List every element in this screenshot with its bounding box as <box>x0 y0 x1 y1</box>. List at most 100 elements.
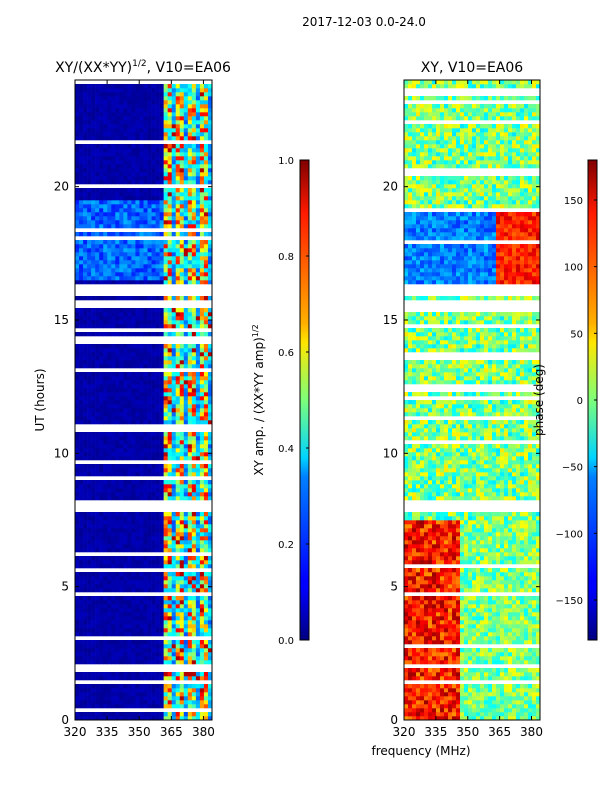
heatmap-cell <box>175 416 181 421</box>
heatmap-cell <box>155 452 160 457</box>
heatmap-cell <box>163 164 168 169</box>
heatmap-cell <box>416 712 421 717</box>
heatmap-cell <box>163 176 168 181</box>
heatmap-cell <box>203 344 209 349</box>
heatmap-cell <box>159 208 164 213</box>
heatmap-cell <box>143 204 148 209</box>
heatmap-cell <box>428 692 433 697</box>
heatmap-cell <box>107 212 112 217</box>
heatmap-cell <box>151 464 156 469</box>
heatmap-cell <box>492 712 497 717</box>
heatmap-cell <box>119 660 124 665</box>
heatmap-cell <box>207 192 213 197</box>
heatmap-cell <box>171 364 177 369</box>
heatmap-cell <box>175 548 181 553</box>
heatmap-cell <box>123 520 128 525</box>
heatmap-cell <box>79 480 84 485</box>
heatmap-cell <box>171 576 177 581</box>
heatmap-cell <box>191 344 197 349</box>
heatmap-cell <box>111 456 116 461</box>
heatmap-cell <box>167 388 173 393</box>
heatmap-cell <box>183 480 189 485</box>
heatmap-cell <box>143 544 148 549</box>
heatmap-cell <box>163 248 168 253</box>
heatmap-cell <box>115 528 120 533</box>
heatmap-cell <box>131 256 136 261</box>
heatmap-cell <box>159 248 164 253</box>
heatmap-cell <box>195 168 201 173</box>
heatmap-cell <box>83 652 88 657</box>
heatmap-cell <box>87 404 92 409</box>
heatmap-cell <box>99 388 104 393</box>
heatmap-cell <box>103 484 108 489</box>
heatmap-cell <box>155 196 160 201</box>
heatmap-cell <box>191 144 197 149</box>
heatmap-cell <box>83 380 88 385</box>
heatmap-cell <box>175 536 181 541</box>
heatmap-cell <box>183 420 189 425</box>
heatmap-cell <box>428 696 433 701</box>
heatmap-cell <box>151 260 156 265</box>
heatmap-cell <box>183 452 189 457</box>
heatmap-cell <box>195 624 201 629</box>
heatmap-cell <box>123 348 128 353</box>
heatmap-cell <box>155 148 160 153</box>
heatmap-cell <box>127 100 132 105</box>
heatmap-cell <box>151 208 156 213</box>
heatmap-cell <box>115 712 120 717</box>
heatmap-cell <box>131 260 136 265</box>
heatmap-cell <box>95 436 100 441</box>
heatmap-cell <box>135 88 140 93</box>
heatmap-cell <box>127 208 132 213</box>
heatmap-cell <box>115 432 120 437</box>
heatmap-cell <box>167 648 173 653</box>
heatmap-cell <box>203 84 209 89</box>
heatmap-cell <box>103 512 108 517</box>
heatmap-cell <box>123 536 128 541</box>
heatmap-cell <box>123 296 128 301</box>
heatmap-cell <box>119 172 124 177</box>
heatmap-cell <box>127 528 132 533</box>
heatmap-cell <box>187 572 193 577</box>
heatmap-cell <box>91 712 96 717</box>
heatmap-cell <box>111 588 116 593</box>
heatmap-cell <box>147 672 152 677</box>
heatmap-cell <box>103 96 108 101</box>
heatmap-cell <box>159 624 164 629</box>
heatmap-cell <box>408 712 413 717</box>
heatmap-cell <box>131 272 136 277</box>
heatmap-cell <box>79 156 84 161</box>
heatmap-cell <box>187 544 193 549</box>
heatmap-cell <box>468 712 473 717</box>
heatmap-cell <box>179 436 185 441</box>
heatmap-cell <box>83 296 88 301</box>
heatmap-cell <box>115 92 120 97</box>
heatmap-cell <box>83 220 88 225</box>
heatmap-cell <box>103 348 108 353</box>
heatmap-cell <box>171 148 177 153</box>
heatmap-cell <box>123 124 128 129</box>
heatmap-cell <box>159 324 164 329</box>
heatmap-cell <box>195 196 201 201</box>
heatmap-cell <box>207 232 213 237</box>
heatmap-cell <box>171 248 177 253</box>
heatmap-cell <box>504 712 509 717</box>
heatmap-cell <box>119 580 124 585</box>
heatmap-cell <box>127 712 132 717</box>
amplitude-colorbar-tick-label: 0.8 <box>278 252 294 263</box>
heatmap-cell <box>131 632 136 637</box>
heatmap-cell <box>91 200 96 205</box>
heatmap-cell <box>444 692 449 697</box>
heatmap-cell <box>75 404 80 409</box>
heatmap-cell <box>155 252 160 257</box>
heatmap-cell <box>115 612 120 617</box>
heatmap-cell <box>123 696 128 701</box>
heatmap-cell <box>532 676 537 681</box>
heatmap-cell <box>87 484 92 489</box>
heatmap-cell <box>187 716 193 721</box>
heatmap-cell <box>159 376 164 381</box>
heatmap-cell <box>195 120 201 125</box>
heatmap-cell <box>420 712 425 717</box>
heatmap-cell <box>151 168 156 173</box>
heatmap-cell <box>512 676 517 681</box>
